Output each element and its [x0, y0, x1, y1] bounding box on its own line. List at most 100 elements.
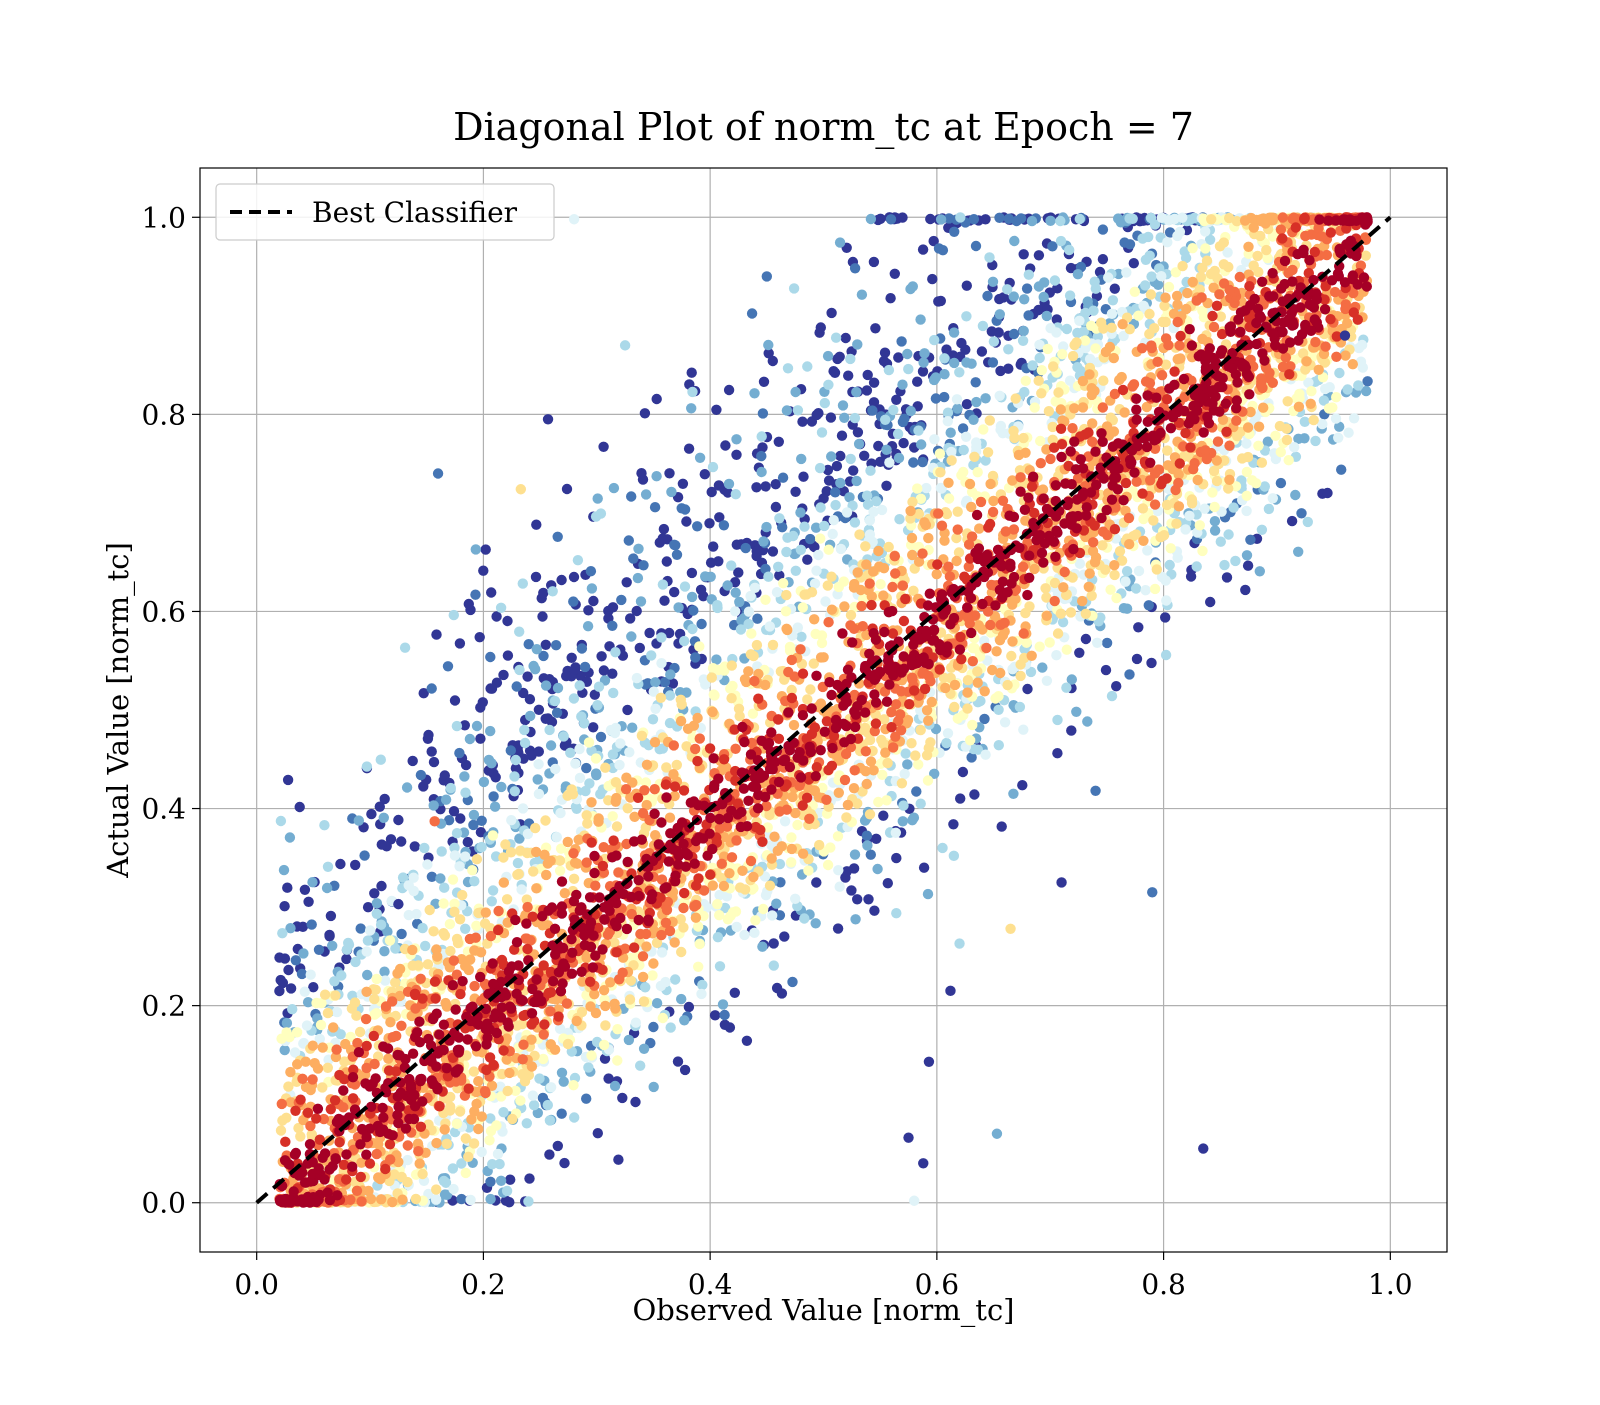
- scatter-point: [300, 987, 310, 997]
- scatter-point: [487, 684, 497, 694]
- scatter-point: [790, 487, 800, 497]
- scatter-point: [898, 581, 908, 591]
- scatter-point: [600, 1020, 610, 1030]
- scatter-point: [789, 283, 799, 293]
- scatter-point: [445, 946, 455, 956]
- scatter-point: [636, 596, 646, 606]
- scatter-point: [563, 1039, 573, 1049]
- scatter-point: [1235, 272, 1245, 282]
- scatter-point: [572, 1016, 582, 1026]
- scatter-point: [1105, 585, 1115, 595]
- scatter-point: [336, 970, 346, 980]
- scatter-point: [465, 734, 475, 744]
- scatter-point: [731, 489, 741, 499]
- scatter-point: [1056, 404, 1066, 414]
- scatter-point: [1036, 388, 1046, 398]
- scatter-point: [635, 1061, 645, 1071]
- scatter-point: [985, 479, 995, 489]
- scatter-point: [455, 638, 465, 648]
- scatter-point: [352, 1186, 362, 1196]
- scatter-point: [903, 364, 913, 374]
- scatter-point: [518, 803, 528, 813]
- scatter-point: [609, 483, 619, 493]
- scatter-point: [516, 884, 526, 894]
- scatter-point: [1331, 413, 1341, 423]
- scatter-point: [1193, 475, 1203, 485]
- scatter-point: [769, 960, 779, 970]
- scatter-point: [408, 756, 418, 766]
- scatter-point: [1050, 596, 1060, 606]
- scatter-point: [993, 705, 1003, 715]
- scatter-point: [977, 346, 987, 356]
- scatter-point: [923, 533, 933, 543]
- scatter-point: [1084, 582, 1094, 592]
- scatter-point: [1040, 583, 1050, 593]
- scatter-point: [724, 868, 734, 878]
- scatter-point: [908, 281, 918, 291]
- scatter-point: [1121, 267, 1131, 277]
- scatter-point: [1019, 249, 1029, 259]
- scatter-point: [379, 967, 389, 977]
- scatter-point: [681, 516, 691, 526]
- scatter-point: [1131, 477, 1141, 487]
- scatter-point: [506, 745, 516, 755]
- scatter-point: [749, 676, 759, 686]
- scatter-point: [949, 327, 959, 337]
- scatter-point: [772, 587, 782, 597]
- scatter-point: [961, 357, 971, 367]
- scatter-point: [1052, 748, 1062, 758]
- scatter-point: [708, 462, 718, 472]
- scatter-point: [1015, 702, 1025, 712]
- scatter-point: [354, 815, 364, 825]
- scatter-point: [1215, 241, 1225, 251]
- scatter-point: [839, 601, 849, 611]
- scatter-point: [1071, 707, 1081, 717]
- scatter-point: [714, 910, 724, 920]
- scatter-point: [746, 649, 756, 659]
- scatter-point: [1165, 560, 1175, 570]
- scatter-point: [650, 704, 660, 714]
- scatter-point: [969, 214, 979, 224]
- scatter-point: [286, 983, 296, 993]
- scatter-point: [1130, 287, 1140, 297]
- scatter-point: [372, 898, 382, 908]
- scatter-point: [953, 507, 963, 517]
- scatter-point: [981, 643, 991, 653]
- scatter-point: [657, 947, 667, 957]
- scatter-point: [893, 352, 903, 362]
- scatter-point: [622, 577, 632, 587]
- scatter-point: [1081, 634, 1091, 644]
- scatter-point: [472, 721, 482, 731]
- scatter-point: [460, 788, 470, 798]
- scatter-point: [708, 880, 718, 890]
- scatter-point: [445, 1105, 455, 1115]
- scatter-point: [648, 1022, 658, 1032]
- scatter-point: [826, 308, 836, 318]
- scatter-point: [402, 1177, 412, 1187]
- scatter-point: [1325, 382, 1335, 392]
- scatter-point: [802, 555, 812, 565]
- scatter-point: [1038, 484, 1048, 494]
- scatter-point: [593, 817, 603, 827]
- scatter-point: [1009, 329, 1019, 339]
- scatter-point: [906, 406, 916, 416]
- scatter-point: [534, 1073, 544, 1083]
- scatter-point: [962, 703, 972, 713]
- scatter-point: [443, 661, 453, 671]
- scatter-point: [1055, 216, 1065, 226]
- scatter-point: [1037, 365, 1047, 375]
- scatter-point: [365, 925, 375, 935]
- scatter-point: [760, 595, 770, 605]
- scatter-point: [438, 898, 448, 908]
- scatter-point: [1017, 780, 1027, 790]
- scatter-point: [274, 952, 284, 962]
- scatter-point: [884, 457, 894, 467]
- scatter-point: [323, 862, 333, 872]
- scatter-point: [1101, 665, 1111, 675]
- scatter-point: [767, 910, 777, 920]
- scatter-point: [1087, 418, 1097, 428]
- scatter-point: [833, 865, 843, 875]
- scatter-point: [503, 1086, 513, 1096]
- scatter-point: [812, 410, 822, 420]
- scatter-point: [916, 439, 926, 449]
